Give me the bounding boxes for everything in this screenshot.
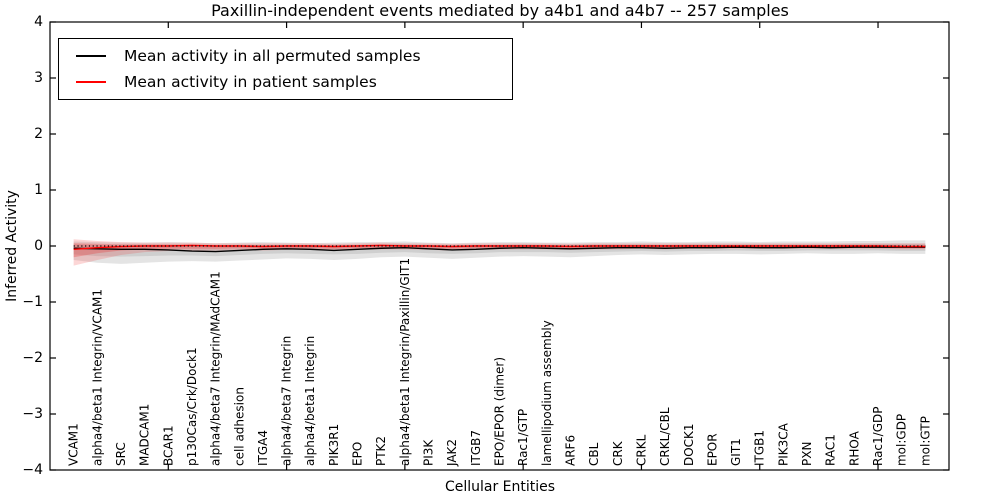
permuted-mean-line: [73, 246, 926, 253]
x-category-label: CRK: [611, 440, 625, 466]
x-category-label: EPO/EPOR (dimer): [493, 357, 507, 466]
x-category-label: EPO: [351, 442, 365, 466]
x-category-label: CRKL/CBL: [658, 407, 672, 466]
x-category-label: ITGB7: [469, 430, 483, 466]
x-category-label: Rac1/GTP: [516, 409, 530, 466]
x-category-label: ARF6: [563, 435, 577, 466]
x-category-label: mol:GDP: [895, 414, 909, 466]
x-category-label: GIT1: [729, 438, 743, 466]
x-category-label: RHOA: [847, 430, 861, 466]
y-tick-label: 0: [34, 238, 43, 254]
x-category-label: mol:GTP: [918, 416, 932, 466]
x-category-label: PTK2: [374, 436, 388, 466]
x-category-label: MADCAM1: [138, 404, 152, 466]
x-category-label: EPOR: [705, 433, 719, 466]
x-category-label: CRKL: [634, 434, 648, 466]
x-category-label: p130Cas/Crk/Dock1: [185, 347, 199, 466]
patient-line-swatch: [76, 81, 106, 83]
x-category-label: lamellipodium assembly: [540, 320, 554, 466]
legend-item-permuted: Mean activity in all permuted samples: [76, 47, 512, 65]
x-category-label: PXN: [800, 442, 814, 466]
x-axis-label: Cellular Entities: [444, 479, 556, 495]
y-tick-label: 2: [34, 126, 43, 142]
y-tick-label: −3: [22, 406, 43, 422]
x-category-label: cell adhesion: [232, 387, 246, 466]
x-category-label: alpha4/beta7 Integrin/MAdCAM1: [209, 271, 223, 466]
y-tick-label: −2: [22, 350, 43, 366]
permuted-line-swatch: [76, 55, 106, 57]
legend-label-permuted: Mean activity in all permuted samples: [124, 47, 421, 65]
x-category-label: ITGB1: [753, 430, 767, 466]
x-category-label: alpha4/beta7 Integrin: [280, 336, 294, 466]
chart-title: Paxillin-independent events mediated by …: [211, 1, 789, 20]
y-tick-label: 4: [34, 14, 43, 30]
x-category-label: JAK2: [445, 439, 459, 467]
x-category-label: CBL: [587, 442, 601, 466]
x-category-label: SRC: [114, 442, 128, 466]
x-category-label: PI3K: [422, 439, 436, 466]
legend-item-patient: Mean activity in patient samples: [76, 73, 512, 91]
x-category-label: VCAM1: [67, 423, 81, 466]
x-category-label: RAC1: [824, 434, 838, 466]
x-category-label: alpha4/beta1 Integrin: [303, 336, 317, 466]
x-category-label: ITGA4: [256, 430, 270, 466]
y-tick-label: −1: [22, 294, 43, 310]
y-tick-label: −4: [22, 462, 43, 478]
y-tick-label: 1: [34, 182, 43, 198]
x-category-label: PIK3CA: [776, 422, 790, 466]
x-category-label: Rac1/GDP: [871, 407, 885, 466]
legend: Mean activity in all permuted samples Me…: [58, 38, 513, 100]
x-category-label: DOCK1: [682, 423, 696, 466]
x-category-label: BCAR1: [161, 425, 175, 466]
x-category-label: alpha4/beta1 Integrin/VCAM1: [90, 289, 104, 466]
legend-label-patient: Mean activity in patient samples: [124, 73, 377, 91]
y-tick-label: 3: [34, 70, 43, 86]
x-category-label: PIK3R1: [327, 424, 341, 466]
x-category-label: alpha4/beta1 Integrin/Paxillin/GIT1: [398, 258, 412, 466]
